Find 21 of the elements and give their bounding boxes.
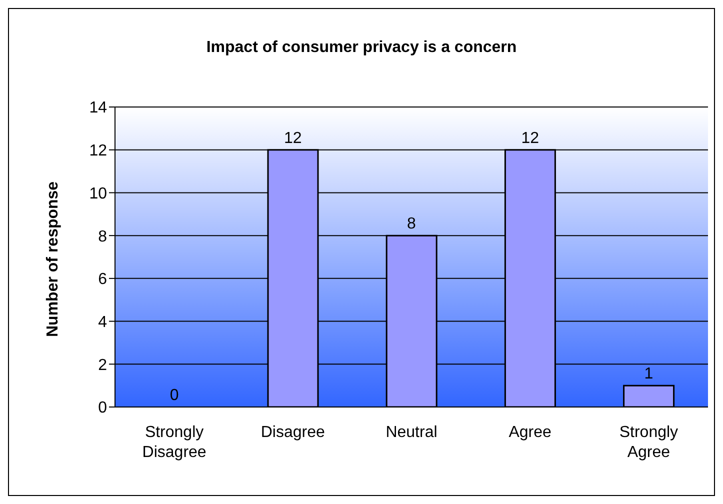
y-tick-label: 12 [89,142,108,160]
y-tick-label: 10 [89,185,108,202]
data-label: 12 [521,130,540,147]
x-tick-label: Neutral [386,424,438,441]
bar [623,384,675,407]
data-label: 12 [284,130,302,147]
x-tick-label: Disagree [260,424,326,441]
chart-title: Impact of consumer privacy is a concern [205,39,518,57]
x-tick-label: Strongly Agree [619,424,678,461]
y-tick-label: 14 [89,100,108,117]
y-tick-label: 0 [98,400,108,417]
y-tick-label: 6 [98,271,108,288]
y-axis-title: Number of response [44,181,62,337]
y-tick-label: 4 [98,314,108,331]
data-label: 1 [644,366,654,383]
x-tick-label: Strongly Disagree [142,424,206,461]
data-label: 8 [407,216,416,233]
data-label: 0 [170,387,179,404]
x-tick-label: Agree [508,424,552,441]
y-tick-label: 8 [98,228,108,246]
y-tick-label: 2 [98,356,108,374]
